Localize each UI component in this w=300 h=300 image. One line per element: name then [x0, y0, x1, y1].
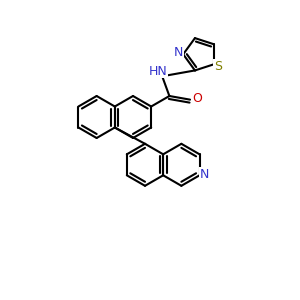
Text: N: N — [200, 168, 209, 181]
Text: N: N — [173, 46, 183, 59]
Text: S: S — [214, 60, 222, 73]
Text: O: O — [192, 92, 202, 105]
Text: HN: HN — [149, 65, 168, 78]
